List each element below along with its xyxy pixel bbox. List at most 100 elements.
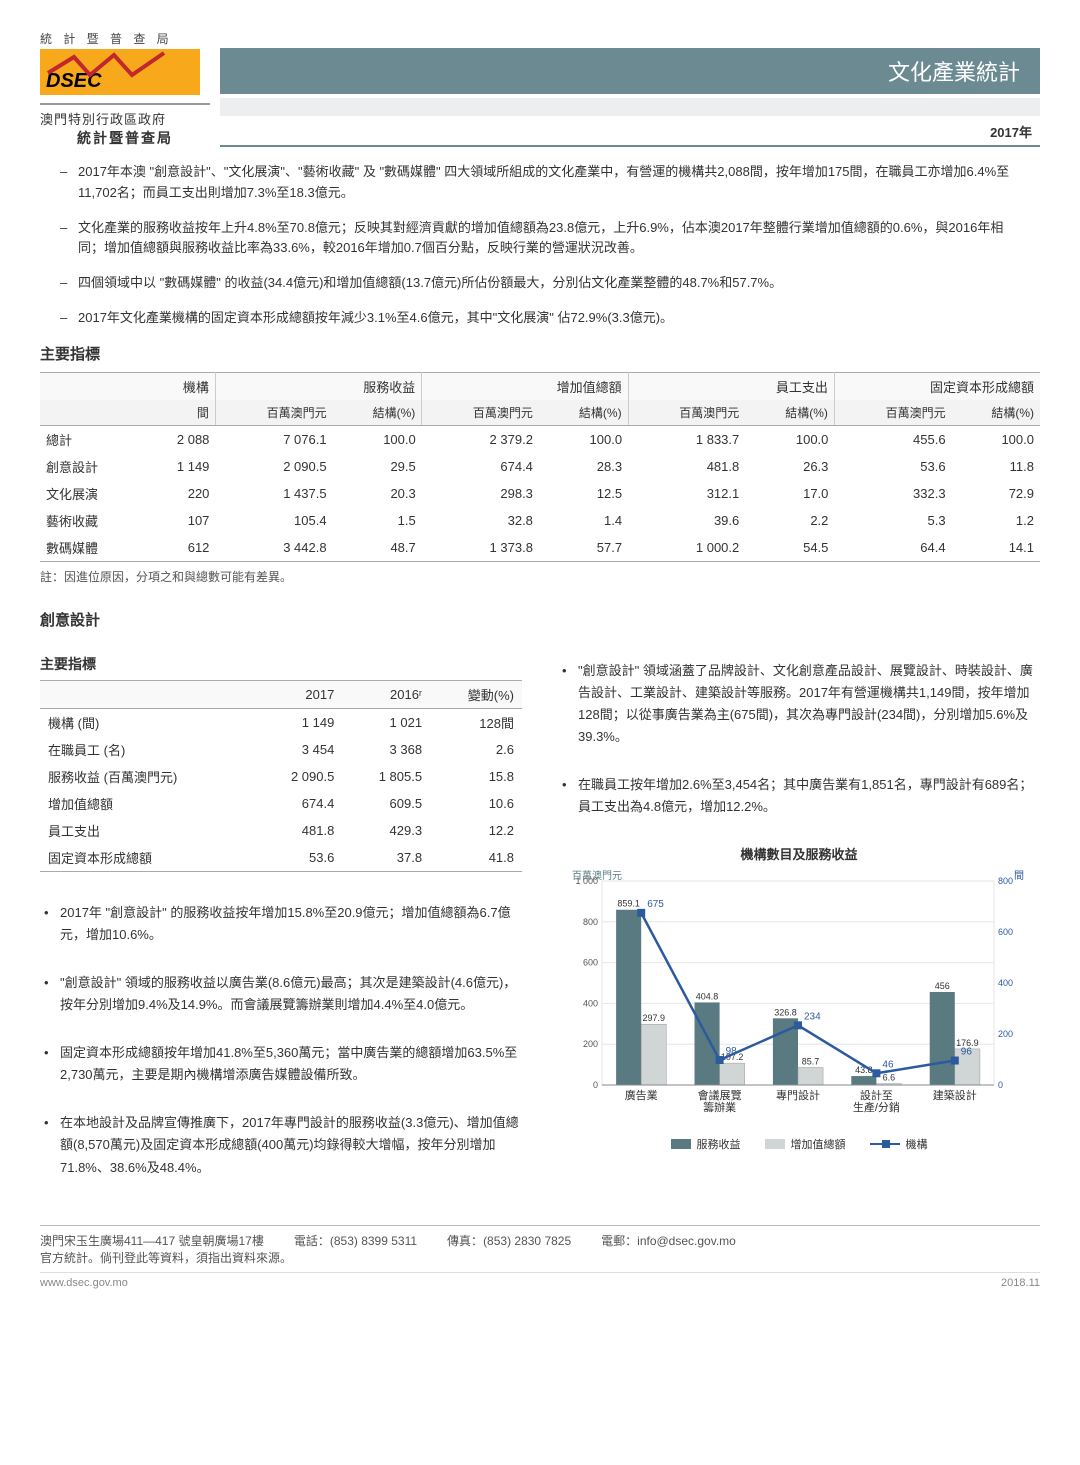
cell: 128間	[430, 708, 522, 736]
cell: 100.0	[952, 425, 1040, 453]
svg-text:85.7: 85.7	[802, 1057, 820, 1067]
svg-text:建築設計: 建築設計	[933, 1088, 977, 1102]
cell: 28.3	[539, 453, 628, 480]
summary-bullet: 2017年文化產業機構的固定資本形成總額按年減少3.1%至4.6億元，其中"文化…	[60, 308, 1020, 329]
svg-text:廣告業: 廣告業	[625, 1088, 658, 1102]
page-header: 統 計 暨 普 查 局 DSEC 澳門特別行政區政府 統計暨普查局 文化產業統計…	[40, 30, 1040, 148]
creative-left-col: 主要指標 20172016ʳ變動(%) 機構 (間)1 1491 021128間…	[40, 640, 522, 1205]
bullet: 在本地設計及品牌宣傳推廣下，2017年專門設計的服務收益(3.3億元)、增加值總…	[40, 1112, 522, 1178]
creative-indicators-table: 20172016ʳ變動(%) 機構 (間)1 1491 021128間在職員工 …	[40, 680, 522, 872]
cell: 2.2	[745, 507, 834, 534]
cell: 2.6	[430, 736, 522, 763]
cell: 7 076.1	[215, 425, 332, 453]
svg-text:800: 800	[998, 876, 1013, 886]
table-row: 數碼媒體6123 442.848.71 373.857.71 000.254.5…	[40, 534, 1040, 562]
cell: 312.1	[628, 480, 745, 507]
bar-line-chart: 02004006008001 0000200400600800百萬澳門元間859…	[558, 869, 1038, 1129]
bullet: "創意設計" 領域涵蓋了品牌設計、文化創意產品設計、展覽設計、時裝設計、廣告設計…	[558, 660, 1040, 748]
cell: 455.6	[834, 425, 951, 453]
row-label: 總計	[40, 425, 143, 453]
cell: 1 833.7	[628, 425, 745, 453]
row-label: 服務收益 (百萬澳門元)	[40, 763, 255, 790]
th-cap: 固定資本形成總額	[834, 372, 1040, 400]
cell: 100.0	[745, 425, 834, 453]
creative-right-col: "創意設計" 領域涵蓋了品牌設計、文化創意產品設計、展覽設計、時裝設計、廣告設計…	[558, 640, 1040, 1205]
summary-bullet: 2017年本澳 "創意設計"、"文化展演"、"藝術收藏" 及 "數碼媒體" 四大…	[60, 162, 1020, 204]
table-head-row-2: 間百萬澳門元結構(%)百萬澳門元結構(%)百萬澳門元結構(%)百萬澳門元結構(%…	[40, 400, 1040, 426]
footer-tel: 電話：(853) 8399 5311	[294, 1232, 417, 1249]
cell: 107	[143, 507, 215, 534]
cell: 1 000.2	[628, 534, 745, 562]
dsec-logo: DSEC	[40, 49, 200, 95]
cell: 41.8	[430, 844, 522, 872]
bullet: "創意設計" 領域的服務收益以廣告業(8.6億元)最高；其次是建築設計(4.6億…	[40, 972, 522, 1016]
svg-text:600: 600	[583, 958, 598, 968]
gov-line-2: 統計暨普查局	[40, 128, 210, 148]
svg-text:生產/分銷: 生產/分銷	[853, 1100, 900, 1114]
table-row: 增加值總額674.4609.510.6	[40, 790, 522, 817]
sub-head: 結構(%)	[745, 400, 834, 426]
cell: 674.4	[255, 790, 343, 817]
svg-text:404.8: 404.8	[696, 992, 719, 1002]
cell: 72.9	[952, 480, 1040, 507]
page-footer: 澳門宋玉生廣場411—417 號皇朝廣場17樓 電話：(853) 8399 53…	[40, 1225, 1040, 1289]
row-label: 文化展演	[40, 480, 143, 507]
report-year: 2017年	[220, 118, 1040, 147]
cell: 1 021	[342, 708, 430, 736]
chart-title: 機構數目及服務收益	[558, 844, 1040, 863]
table-row: 創意設計1 1492 090.529.5674.428.3481.826.353…	[40, 453, 1040, 480]
report-title: 文化產業統計	[220, 48, 1040, 94]
cell: 1 149	[255, 708, 343, 736]
bullet: 2017年 "創意設計" 的服務收益按年增加15.8%至20.9億元；增加值總額…	[40, 902, 522, 946]
summary-bullet: 四個領域中以 "數碼媒體" 的收益(34.4億元)和增加值總額(13.7億元)所…	[60, 273, 1020, 294]
cell: 298.3	[422, 480, 539, 507]
cell: 10.6	[430, 790, 522, 817]
main-table-note: 註：因進位原因，分項之和與總數可能有差異。	[40, 568, 1040, 585]
sub-head: 百萬澳門元	[628, 400, 745, 426]
cell: 609.5	[342, 790, 430, 817]
row-label: 創意設計	[40, 453, 143, 480]
footer-note: 官方統計。倘刊登此等資料，須指出資料來源。	[40, 1249, 1040, 1266]
table-row: 總計2 0887 076.1100.02 379.2100.01 833.710…	[40, 425, 1040, 453]
creative-sub-title: 主要指標	[40, 654, 522, 674]
cell: 53.6	[255, 844, 343, 872]
table-head-row-1: 機構 服務收益 增加值總額 員工支出 固定資本形成總額	[40, 372, 1040, 400]
legend-service: 服務收益	[671, 1136, 741, 1152]
bullet: 在職員工按年增加2.6%至3,454名；其中廣告業有1,851名，專門設計有68…	[558, 774, 1040, 818]
cell: 53.6	[834, 453, 951, 480]
svg-text:0: 0	[593, 1080, 598, 1090]
sub-head: 結構(%)	[333, 400, 422, 426]
cell: 332.3	[834, 480, 951, 507]
svg-text:0: 0	[998, 1080, 1003, 1090]
row-label: 固定資本形成總額	[40, 844, 255, 872]
cell: 481.8	[255, 817, 343, 844]
row-label: 增加值總額	[40, 790, 255, 817]
cell: 2 379.2	[422, 425, 539, 453]
svg-text:98: 98	[726, 1046, 738, 1057]
small-table-head: 20172016ʳ變動(%)	[40, 680, 522, 708]
svg-text:456: 456	[935, 981, 950, 991]
main-indicators-title: 主要指標	[40, 343, 1040, 364]
cell: 12.5	[539, 480, 628, 507]
row-label: 在職員工 (名)	[40, 736, 255, 763]
cell: 1.5	[333, 507, 422, 534]
table-row: 在職員工 (名)3 4543 3682.6	[40, 736, 522, 763]
footer-date: 2018.11	[1001, 1277, 1040, 1289]
cell: 17.0	[745, 480, 834, 507]
sub-head: 百萬澳門元	[422, 400, 539, 426]
cell: 100.0	[539, 425, 628, 453]
cell: 14.1	[952, 534, 1040, 562]
sub-head: 結構(%)	[539, 400, 628, 426]
cell: 12.2	[430, 817, 522, 844]
cell: 2 088	[143, 425, 215, 453]
cell: 1.2	[952, 507, 1040, 534]
legend-est: 機構	[870, 1136, 928, 1152]
cell: 674.4	[422, 453, 539, 480]
summary-bullets: 2017年本澳 "創意設計"、"文化展演"、"藝術收藏" 及 "數碼媒體" 四大…	[40, 148, 1040, 329]
creative-section-title: 創意設計	[40, 609, 1040, 630]
th-emp: 員工支出	[628, 372, 834, 400]
main-indicators-table: 機構 服務收益 增加值總額 員工支出 固定資本形成總額 間百萬澳門元結構(%)百…	[40, 372, 1040, 562]
small-th	[40, 680, 255, 708]
row-label: 機構 (間)	[40, 708, 255, 736]
cell: 48.7	[333, 534, 422, 562]
